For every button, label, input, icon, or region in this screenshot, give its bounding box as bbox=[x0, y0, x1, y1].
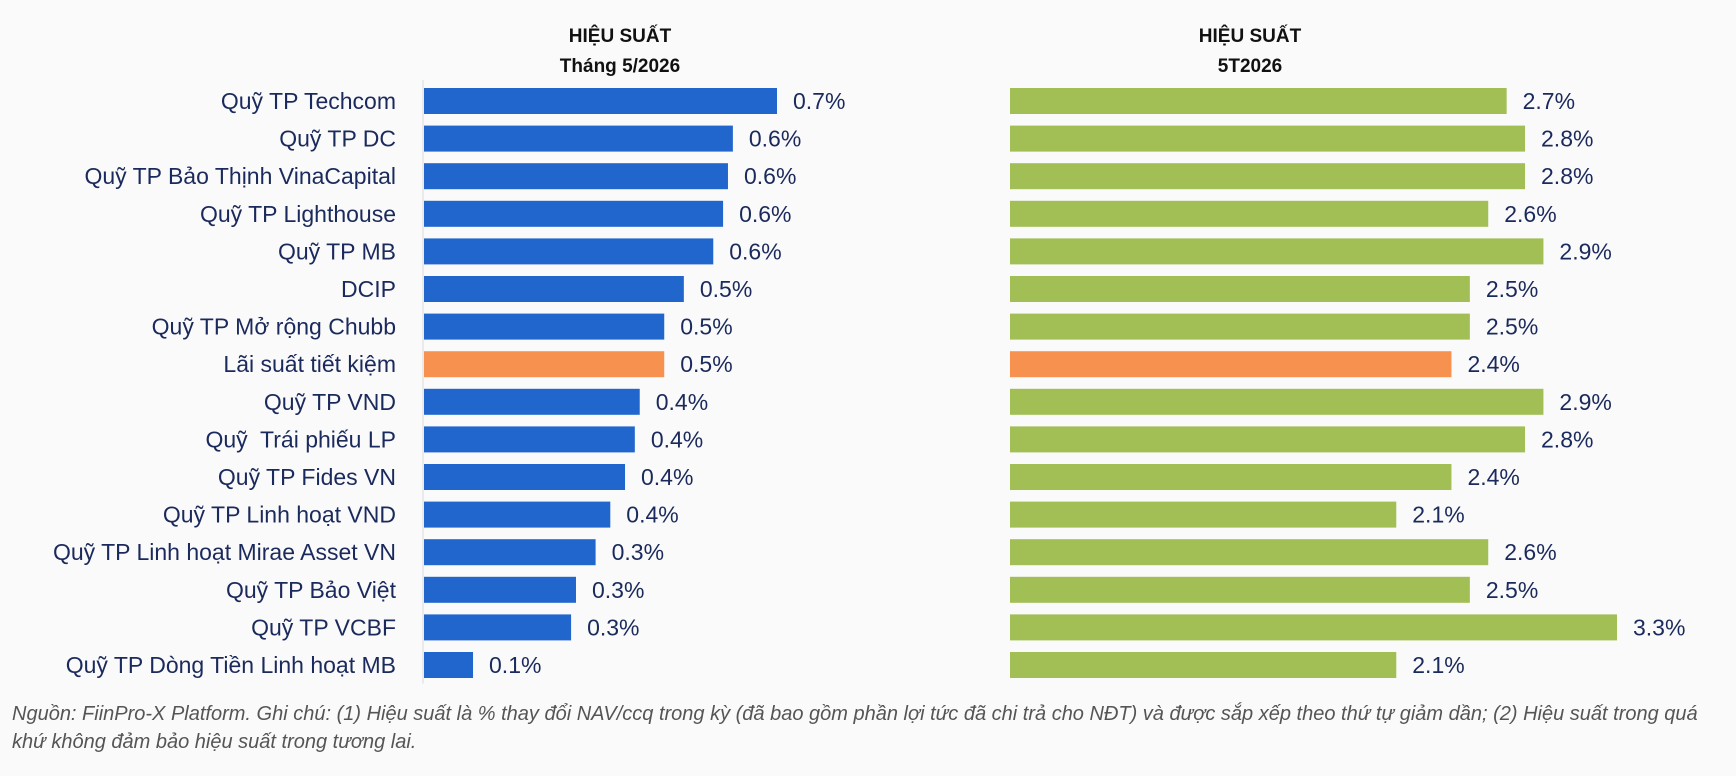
monthly-bar bbox=[424, 238, 714, 265]
ytd-value-label: 2.9% bbox=[1559, 389, 1611, 415]
monthly-value-label: 0.6% bbox=[744, 163, 796, 189]
ytd-value-label: 2.1% bbox=[1412, 502, 1464, 528]
ytd-value-label: 2.8% bbox=[1541, 163, 1593, 189]
ytd-value-label: 2.9% bbox=[1559, 238, 1611, 264]
monthly-bar bbox=[424, 652, 474, 678]
monthly-bar bbox=[424, 276, 684, 302]
category-label: Quỹ TP Dòng Tiền Linh hoạt MB bbox=[66, 652, 396, 678]
category-label: Quỹ TP Bảo Việt bbox=[226, 577, 397, 603]
ytd-bar bbox=[1010, 464, 1452, 490]
chart-ytd: HIỆU SUẤT 5T2026 2.7%2.8%2.8%2.6%2.9%2.5… bbox=[1010, 25, 1685, 678]
category-label: Quỹ TP Fides VN bbox=[218, 464, 396, 490]
ytd-bar bbox=[1010, 614, 1617, 641]
ytd-value-label: 2.8% bbox=[1541, 126, 1593, 152]
ytd-value-label: 2.5% bbox=[1486, 577, 1538, 603]
monthly-value-label: 0.4% bbox=[626, 502, 678, 528]
monthly-value-label: 0.6% bbox=[739, 201, 791, 227]
chart-ytd-title: HIỆU SUẤT bbox=[1199, 25, 1302, 47]
ytd-value-label: 2.5% bbox=[1486, 276, 1538, 302]
category-label: Quỹ TP MB bbox=[278, 238, 396, 264]
monthly-bar bbox=[424, 351, 665, 378]
category-label: Quỹ Trái phiếu LP bbox=[206, 426, 397, 452]
ytd-bar bbox=[1010, 652, 1397, 678]
monthly-value-label: 0.5% bbox=[680, 351, 732, 377]
ytd-bar bbox=[1010, 426, 1526, 453]
monthly-value-label: 0.4% bbox=[656, 389, 708, 415]
ytd-value-label: 2.4% bbox=[1467, 351, 1519, 377]
category-label: Quỹ TP VCBF bbox=[251, 614, 396, 640]
category-label: DCIP bbox=[341, 276, 396, 302]
monthly-bar bbox=[424, 388, 640, 415]
ytd-value-label: 2.8% bbox=[1541, 426, 1593, 452]
ytd-value-label: 2.6% bbox=[1504, 201, 1556, 227]
ytd-value-label: 2.5% bbox=[1486, 314, 1538, 340]
ytd-bar bbox=[1010, 313, 1470, 340]
monthly-bar bbox=[424, 576, 576, 603]
ytd-value-label: 3.3% bbox=[1633, 614, 1685, 640]
chart-ytd-subtitle: 5T2026 bbox=[1218, 56, 1282, 77]
ytd-value-label: 2.6% bbox=[1504, 539, 1556, 565]
category-label: Quỹ TP Techcom bbox=[221, 88, 396, 114]
performance-charts: HIỆU SUẤT Tháng 5/2026 0.7% Quỹ TP Techco… bbox=[53, 25, 1685, 684]
monthly-bar bbox=[424, 125, 733, 152]
monthly-value-label: 0.7% bbox=[793, 88, 845, 114]
source-footnote: Nguồn: FiinPro-X Platform. Ghi chú: (1) … bbox=[12, 703, 1698, 753]
category-label: Quỹ TP Linh hoạt VND bbox=[163, 502, 396, 528]
monthly-value-label: 0.3% bbox=[587, 614, 639, 640]
monthly-value-label: 0.6% bbox=[729, 238, 781, 264]
category-label: Lãi suất tiết kiệm bbox=[223, 351, 396, 377]
monthly-bar bbox=[424, 614, 572, 641]
ytd-bar bbox=[1010, 351, 1452, 378]
ytd-bar bbox=[1010, 388, 1544, 415]
category-label: Quỹ TP Linh hoạt Mirae Asset VN bbox=[53, 539, 396, 565]
chart-ytd-bars: 2.7%2.8%2.8%2.6%2.9%2.5%2.5%2.4%2.9%2.8%… bbox=[1010, 88, 1685, 678]
chart-monthly-bars: 0.7% Quỹ TP Techcom 0.6% Quỹ TP DC 0.6% Quỹ T… bbox=[53, 80, 845, 684]
category-label: Quỹ TP DC bbox=[279, 126, 396, 152]
monthly-value-label: 0.1% bbox=[489, 652, 541, 678]
monthly-bar bbox=[424, 426, 635, 453]
monthly-value-label: 0.3% bbox=[612, 539, 664, 565]
ytd-value-label: 2.7% bbox=[1523, 88, 1575, 114]
chart-monthly-subtitle: Tháng 5/2026 bbox=[560, 56, 680, 77]
monthly-bar bbox=[424, 313, 665, 340]
category-label: Quỹ TP VND bbox=[264, 389, 396, 415]
ytd-bar bbox=[1010, 539, 1489, 566]
monthly-value-label: 0.5% bbox=[700, 276, 752, 302]
monthly-value-label: 0.5% bbox=[680, 314, 732, 340]
ytd-bar bbox=[1010, 200, 1489, 227]
monthly-bar bbox=[424, 539, 596, 566]
ytd-bar bbox=[1010, 501, 1397, 528]
monthly-value-label: 0.4% bbox=[641, 464, 693, 490]
ytd-value-label: 2.4% bbox=[1467, 464, 1519, 490]
chart-monthly: HIỆU SUẤT Tháng 5/2026 0.7% Quỹ TP Techco… bbox=[53, 25, 845, 684]
monthly-value-label: 0.6% bbox=[749, 126, 801, 152]
chart-monthly-title: HIỆU SUẤT bbox=[569, 25, 672, 47]
monthly-bar bbox=[424, 501, 611, 528]
ytd-bar bbox=[1010, 125, 1526, 152]
category-label: Quỹ TP Bảo Thịnh VinaCapital bbox=[84, 163, 396, 189]
ytd-bar bbox=[1010, 576, 1470, 603]
ytd-value-label: 2.1% bbox=[1412, 652, 1464, 678]
category-label: Quỹ TP Lighthouse bbox=[200, 201, 396, 227]
monthly-value-label: 0.3% bbox=[592, 577, 644, 603]
monthly-value-label: 0.4% bbox=[651, 426, 703, 452]
monthly-bar bbox=[424, 88, 777, 114]
monthly-bar bbox=[424, 200, 724, 227]
ytd-bar bbox=[1010, 276, 1470, 302]
monthly-bar bbox=[424, 464, 626, 490]
ytd-bar bbox=[1010, 88, 1507, 114]
category-label: Quỹ TP Mở rộng Chubb bbox=[152, 314, 396, 340]
monthly-bar bbox=[424, 163, 728, 190]
ytd-bar bbox=[1010, 238, 1544, 265]
ytd-bar bbox=[1010, 163, 1526, 190]
